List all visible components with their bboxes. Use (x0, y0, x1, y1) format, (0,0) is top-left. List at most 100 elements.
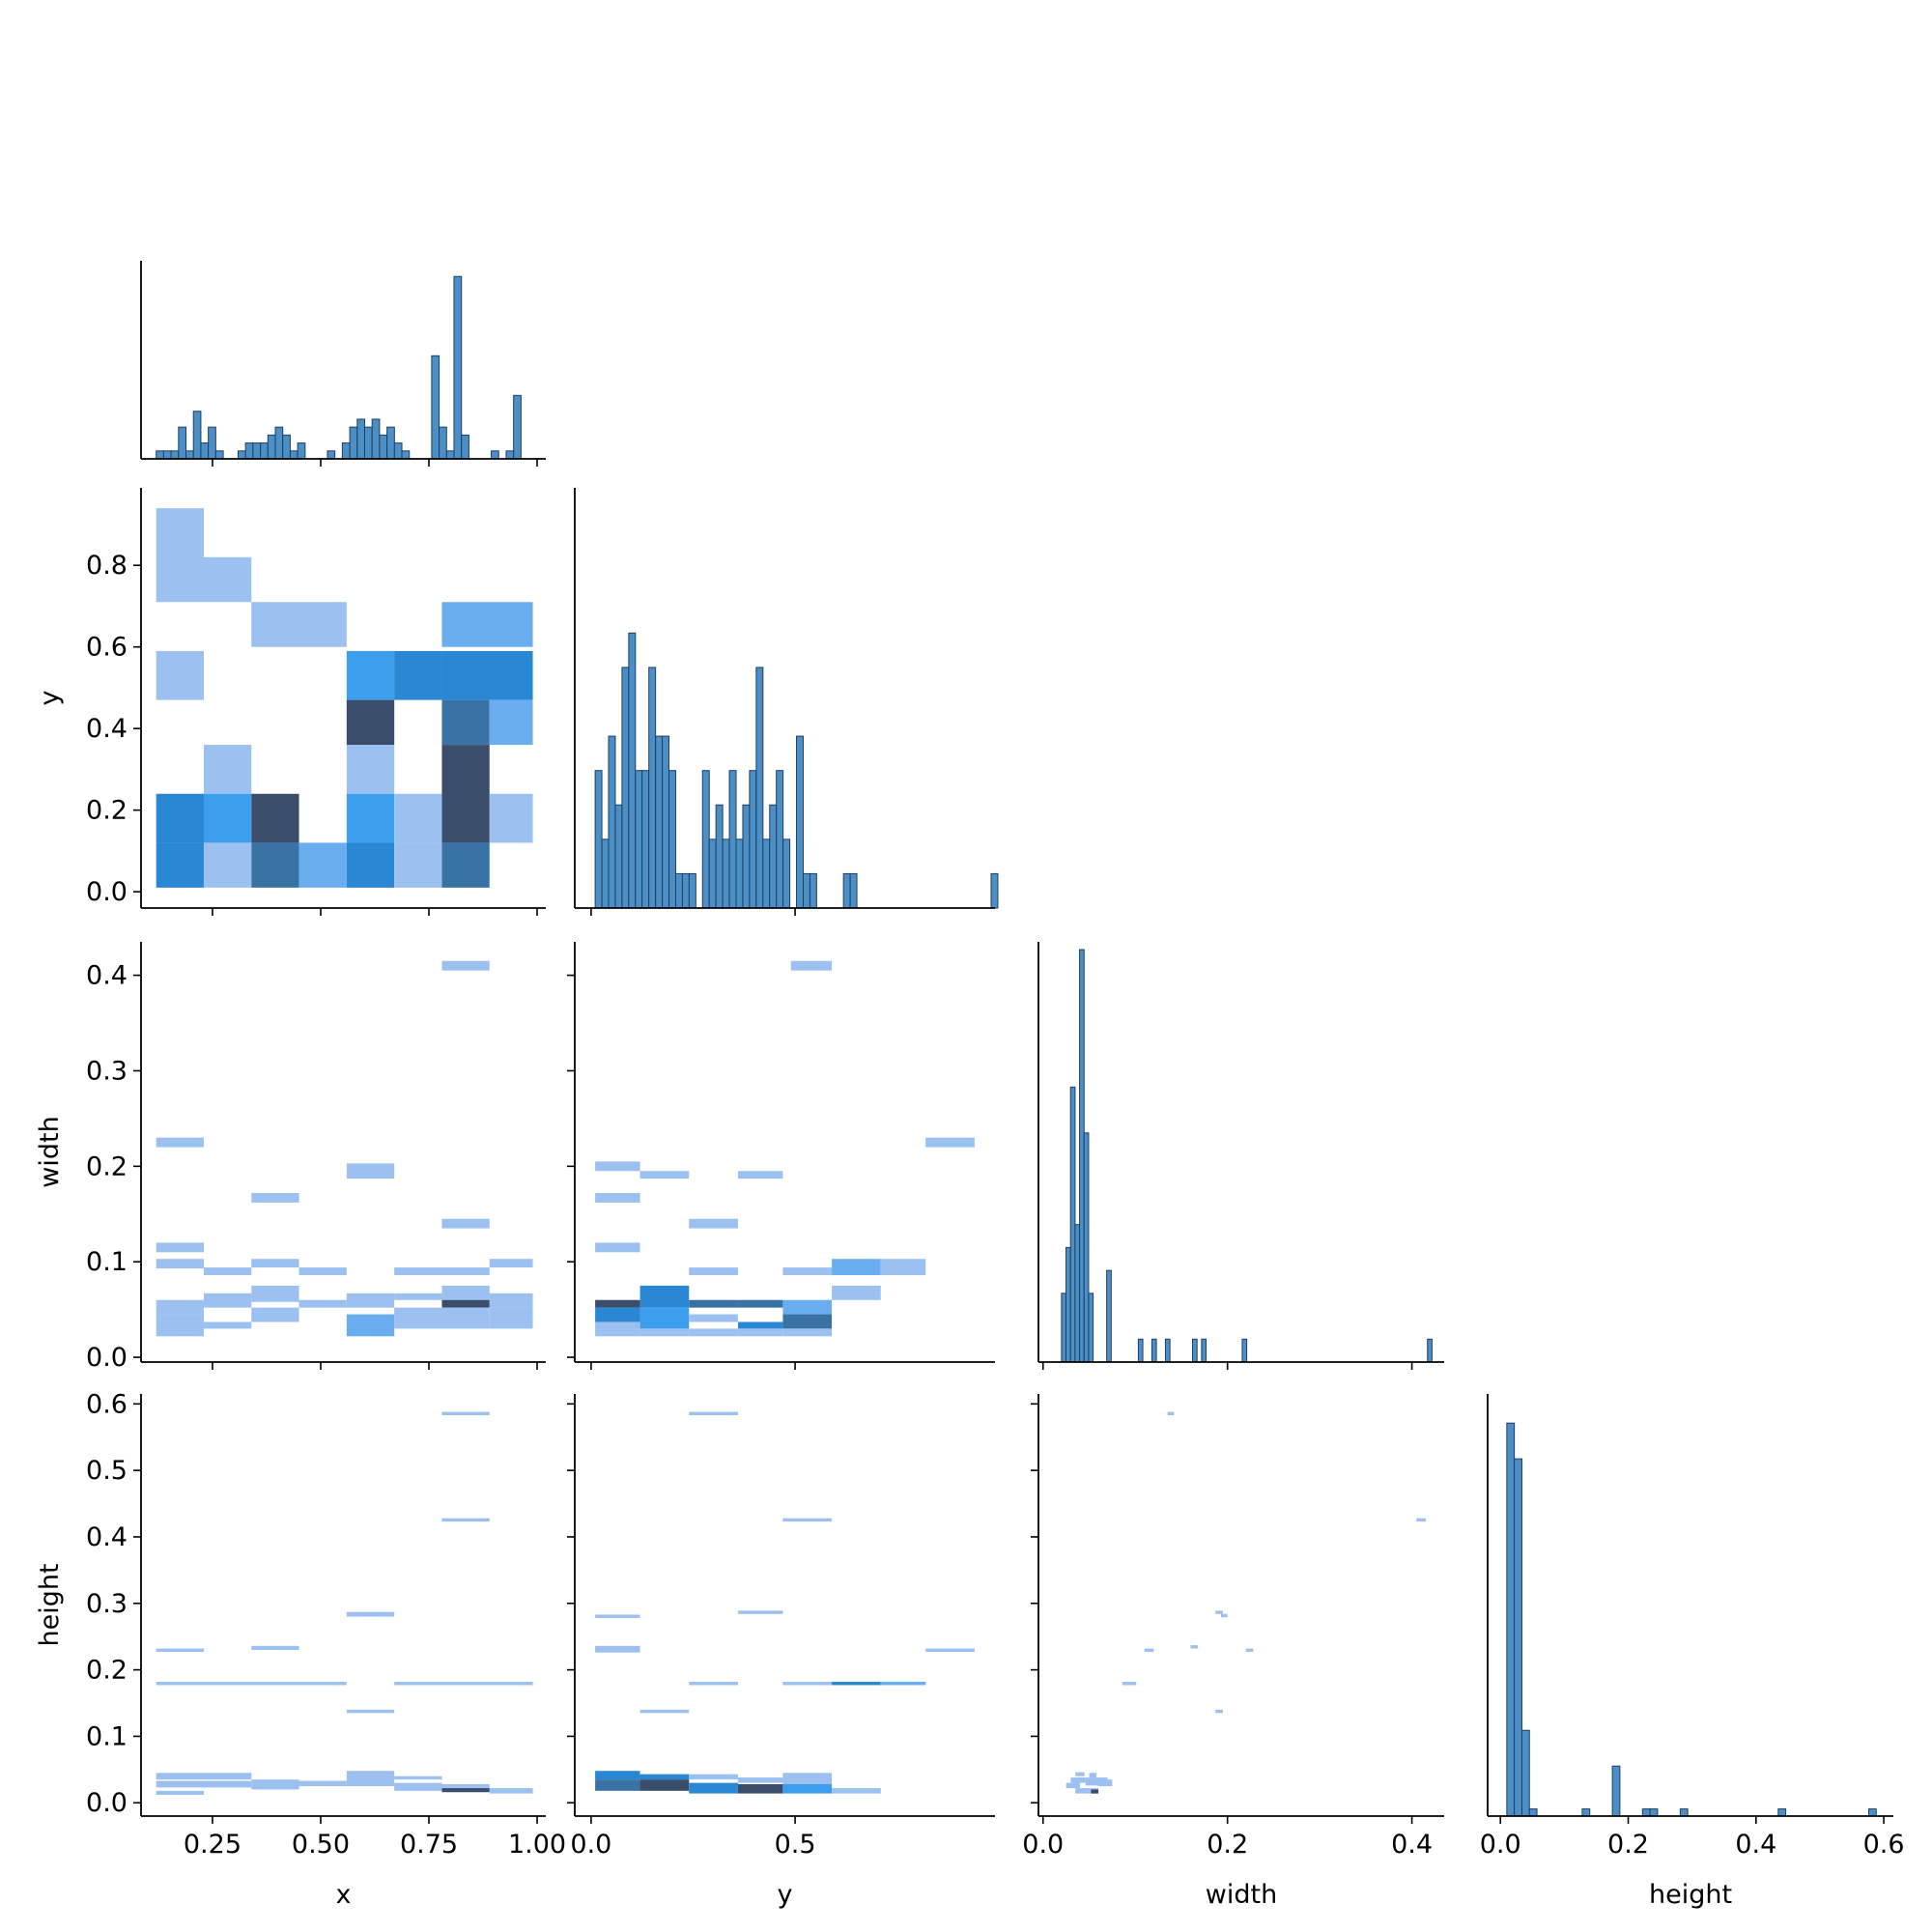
heat-cell-x-y (441, 842, 490, 888)
heat-cell-y-height (925, 1648, 975, 1653)
hist-bar-x (379, 434, 388, 460)
heat-cell-x-y (203, 793, 252, 843)
heat-cell-x-width (251, 1285, 299, 1302)
heat-cell-width-height (1167, 1411, 1175, 1416)
hist-bar-width (1083, 1132, 1090, 1363)
hist-bar-y (796, 735, 804, 909)
heat-cell-width-height (1085, 1777, 1108, 1786)
hist-bar-width (1137, 1338, 1144, 1363)
panel-height-vs-x-ytick-label: 0.1 (86, 1721, 128, 1751)
hist-bar-x (505, 450, 515, 460)
heat-cell-x-height (441, 1518, 490, 1522)
hist-bar-height (1679, 1808, 1689, 1817)
hist-bar-y (662, 735, 670, 909)
heat-cell-width-height (1075, 1772, 1085, 1776)
heat-cell-y-width (639, 1307, 690, 1329)
hist-bar-height (1514, 1458, 1522, 1817)
heat-cell-x-width (346, 1163, 395, 1179)
hist-bar-width (1192, 1338, 1198, 1363)
panel-x-vs-x (140, 261, 546, 467)
hist-bar-x (461, 434, 469, 460)
hist-bar-x (274, 426, 284, 460)
hist-bar-width (1079, 949, 1085, 1363)
panel-width-vs-x-ytick-label: 0.2 (86, 1151, 128, 1181)
hist-bar-height (1528, 1808, 1538, 1817)
heat-cell-x-height (156, 1790, 204, 1795)
heat-cell-width-height (1091, 1789, 1099, 1794)
panel-height-vs-height-xtick-label: 0.2 (1607, 1830, 1649, 1860)
heat-cell-x-height (394, 1681, 533, 1686)
hist-bar-y (708, 838, 717, 909)
hist-bar-y (655, 735, 664, 909)
heat-cell-x-width (251, 1193, 299, 1203)
heat-cell-y-width (595, 1242, 640, 1253)
heat-cell-x-y (346, 699, 395, 746)
hist-bar-y (749, 770, 757, 909)
hist-bar-y (809, 872, 817, 909)
hist-bar-y (842, 872, 851, 909)
heat-cell-x-y (346, 842, 395, 888)
heat-cell-y-width (689, 1218, 738, 1229)
heat-cell-x-y (394, 842, 442, 888)
hist-bar-y (641, 770, 650, 909)
hist-bar-x (491, 450, 499, 460)
hist-bar-y (762, 838, 771, 909)
panel-height-vs-height-xtick-label: 0.0 (1480, 1830, 1521, 1860)
heat-cell-x-height (346, 1611, 395, 1617)
hist-bar-y (635, 770, 643, 909)
row-axis-label-height: height (35, 1563, 65, 1646)
heat-cell-x-y (156, 508, 204, 603)
hist-bar-y (621, 667, 630, 909)
hist-bar-x (439, 426, 447, 460)
heat-cell-x-width (441, 960, 490, 971)
hist-bar-x (356, 418, 366, 460)
heat-cell-y-width (689, 1299, 738, 1308)
hist-bar-width (1106, 1269, 1112, 1363)
heat-cell-y-width (595, 1161, 640, 1172)
panel-width-vs-x-ytick-label: 0.3 (86, 1056, 128, 1086)
heat-cell-y-height (689, 1774, 738, 1780)
hist-bar-width (1201, 1338, 1208, 1363)
heat-cell-y-height (782, 1518, 833, 1522)
heat-cell-y-width (595, 1321, 640, 1337)
heat-cell-y-width (595, 1307, 640, 1322)
panel-width-vs-width (1037, 942, 1444, 1370)
hist-bar-x (252, 442, 262, 460)
heat-cell-width-height (1098, 1779, 1113, 1787)
heat-cell-x-width (441, 1299, 490, 1308)
panel-height-vs-x-ytick-label: 0.3 (86, 1589, 128, 1619)
heat-cell-y-width (832, 1285, 881, 1300)
heat-cell-y-height (737, 1777, 783, 1783)
hist-bar-y (674, 872, 683, 909)
heat-cell-y-height (832, 1788, 881, 1794)
hist-bar-x (170, 450, 180, 460)
hist-bar-height (1777, 1808, 1787, 1817)
col-axis-label-y: y (778, 1880, 793, 1910)
heat-cell-width-height (1065, 1782, 1080, 1789)
col-axis-label-height: height (1649, 1880, 1732, 1910)
heat-cell-x-y (346, 650, 395, 700)
panel-height-vs-x-ytick-label: 0.4 (86, 1522, 128, 1552)
heat-cell-width-height (1122, 1681, 1137, 1686)
hist-bar-y (990, 872, 999, 909)
heat-cell-y-width (737, 1321, 783, 1329)
heat-cell-y-height (639, 1779, 690, 1791)
panel-height-vs-x-xtick-label: 0.75 (400, 1830, 458, 1860)
panel-height-vs-x-xtick-label: 1.00 (508, 1830, 566, 1860)
panel-height-vs-width-xtick-label: 0.2 (1207, 1830, 1248, 1860)
hist-bar-x (297, 442, 306, 460)
heat-cell-y-width (689, 1314, 738, 1322)
heat-cell-x-y (251, 793, 299, 843)
heat-cell-x-width (441, 1285, 490, 1300)
heat-cell-x-width (441, 1267, 490, 1276)
heat-cell-x-width (489, 1259, 533, 1268)
heat-cell-y-width (595, 1299, 640, 1308)
hist-bar-y (722, 838, 730, 909)
panel-width-vs-x-ytick-label: 0.4 (86, 961, 128, 991)
panel-height-vs-x-ytick-label: 0.5 (86, 1456, 128, 1486)
panel-height-vs-y: 0.0 0.5 (567, 1394, 995, 1860)
hist-bar-y (715, 804, 724, 909)
heat-cell-width-height (1190, 1645, 1199, 1649)
hist-bar-x (364, 426, 373, 460)
